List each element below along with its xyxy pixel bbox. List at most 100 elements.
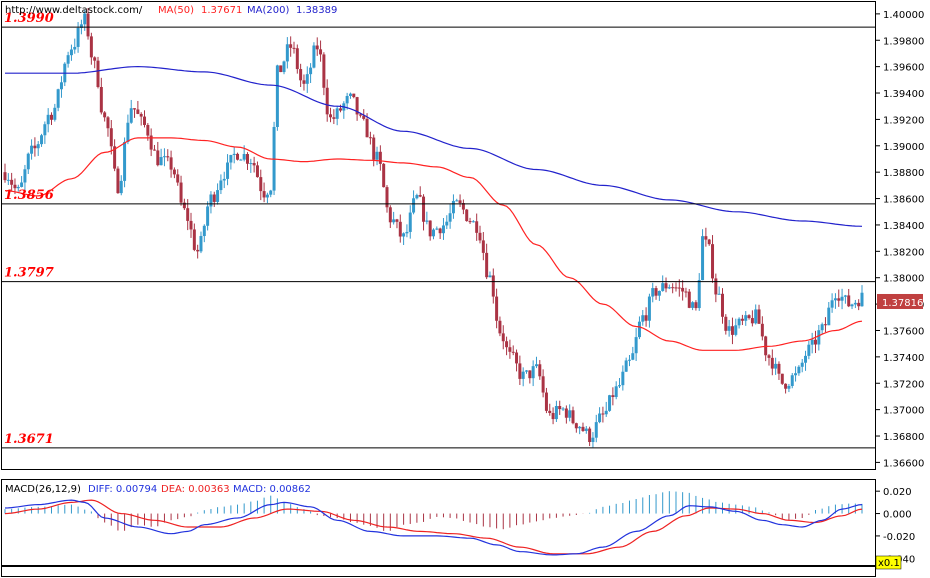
candle-body: [661, 283, 665, 291]
macd-legend-dea: DEA: 0.00363: [161, 484, 230, 495]
candle-body: [445, 221, 449, 226]
candle-body: [511, 351, 515, 353]
macd-indicator: [4, 491, 863, 556]
candle-body: [392, 219, 396, 223]
candle-body: [498, 320, 502, 334]
candle-body: [269, 190, 273, 195]
candle-body: [139, 113, 143, 117]
candle-body: [734, 325, 738, 335]
candle-body: [588, 428, 592, 443]
candle-body: [717, 293, 721, 295]
candle-body: [647, 296, 651, 321]
candle-body: [784, 383, 788, 389]
candle-body: [166, 156, 170, 158]
candle-body: [79, 24, 83, 28]
price-tick-label: 1.38000: [883, 274, 924, 285]
candle-body: [382, 163, 386, 188]
candle-body: [143, 116, 147, 125]
candle-body: [322, 54, 326, 88]
candle-body: [544, 392, 548, 411]
candle-body: [740, 318, 744, 321]
ma50-legend-label: MA(50): [158, 5, 194, 16]
candle-body: [501, 333, 505, 342]
candle-body: [624, 360, 628, 372]
candle-body: [435, 228, 439, 230]
candle-body: [455, 200, 459, 202]
candle-body: [465, 209, 469, 222]
candle-body: [428, 220, 432, 237]
candle-body: [737, 318, 741, 326]
candle-body: [485, 252, 489, 278]
candle-body: [594, 422, 598, 438]
candle-body: [239, 159, 243, 161]
price-tick-label: 1.37200: [883, 379, 924, 390]
candle-body: [405, 231, 409, 234]
price-tick-label: 1.37400: [883, 353, 924, 364]
candle-body: [581, 426, 585, 431]
candle-body: [432, 229, 435, 237]
candle-body: [684, 291, 688, 293]
candle-body: [531, 366, 535, 379]
candle-body: [860, 292, 864, 307]
candle-body: [265, 194, 269, 198]
candle-body: [385, 187, 389, 208]
price-tick-label: 1.38800: [883, 168, 924, 179]
candle-body: [584, 428, 588, 431]
candle-body: [358, 114, 362, 116]
candle-body: [209, 194, 213, 207]
candle-body: [654, 288, 658, 296]
candle-body: [534, 364, 538, 367]
candle-body: [727, 326, 731, 331]
candle-body: [714, 278, 718, 295]
candle-body: [182, 202, 186, 209]
candle-body: [687, 291, 691, 308]
scale-badge[interactable]: [875, 555, 902, 570]
candle-body: [794, 373, 798, 376]
candle-body: [574, 423, 578, 429]
candle-body: [395, 219, 399, 222]
price-tick-label: 1.39000: [883, 142, 924, 153]
candle-body: [691, 302, 695, 308]
level-label: 1.3990: [4, 11, 54, 26]
price-tick-label: 1.39200: [883, 115, 924, 126]
candle-body: [711, 244, 715, 279]
candle-body: [707, 239, 711, 245]
macd-legend-macd: MACD: 0.00862: [233, 484, 311, 495]
candle-body: [608, 395, 612, 411]
candle-body: [525, 370, 529, 372]
candle-body: [441, 225, 445, 234]
macd-tick-label: 0.020: [883, 487, 912, 498]
candle-body: [355, 97, 359, 115]
candle-body: [299, 69, 303, 81]
candle-body: [83, 13, 87, 25]
price-tick-label: 1.39400: [883, 89, 924, 100]
candle-body: [820, 324, 824, 331]
candle-body: [853, 302, 857, 305]
candle-body: [478, 232, 482, 241]
candle-body: [451, 200, 455, 214]
candle-body: [152, 149, 156, 151]
scrollbar-strip[interactable]: [1, 566, 876, 577]
candle-body: [637, 321, 641, 338]
candle-body: [491, 275, 495, 297]
candle-body: [657, 290, 661, 296]
candle-body: [823, 324, 827, 326]
candle-body: [116, 168, 120, 194]
candle-body: [236, 153, 240, 160]
candle-body: [103, 112, 107, 118]
candle-body: [634, 337, 638, 354]
candle-body: [651, 288, 655, 297]
candle-body: [362, 115, 366, 119]
price-tick-label: 1.40000: [883, 10, 924, 21]
candle-body: [744, 315, 748, 321]
candle-body: [720, 293, 724, 317]
candle-body: [199, 236, 203, 252]
candle-body: [109, 128, 113, 147]
candle-body: [282, 61, 286, 73]
candlestick-series: [3, 8, 864, 448]
candle-body: [488, 275, 492, 278]
candle-body: [827, 307, 831, 326]
candle-body: [43, 124, 47, 136]
candle-body: [813, 339, 817, 345]
candle-body: [69, 49, 73, 56]
